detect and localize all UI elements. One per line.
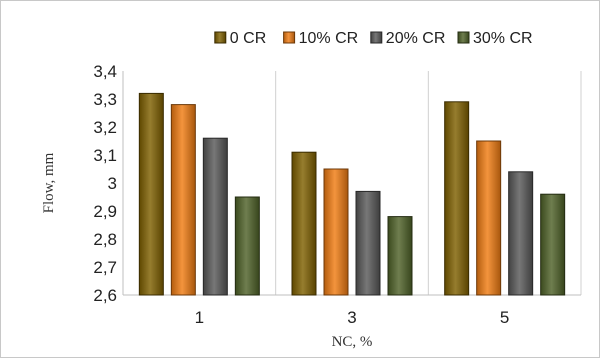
legend-swatch (214, 31, 227, 44)
y-tick-label: 2,9 (93, 202, 117, 221)
legend-swatch (283, 31, 296, 44)
bar-0-cr-nc-3 (291, 151, 317, 296)
bar-20-cr-nc-3 (355, 190, 381, 296)
legend-swatch (457, 31, 470, 44)
y-axis-title: Flow, mm (41, 152, 57, 213)
x-axis-ticks: 1 3 5 (195, 308, 510, 327)
bar-30-cr-nc-1 (234, 196, 260, 296)
y-tick-label: 3,4 (93, 62, 117, 81)
x-tick-label: 3 (347, 308, 356, 327)
y-tick-label: 2,7 (93, 258, 117, 277)
y-tick-label: 3,1 (93, 146, 117, 165)
bar-10-cr-nc-3 (323, 168, 349, 296)
y-tick-label: 3 (108, 174, 117, 193)
y-tick-label: 2,8 (93, 230, 117, 249)
bars (138, 92, 566, 296)
bar-10-cr-nc-1 (170, 104, 196, 296)
legend: 0 CR 10% CR 20% CR 30% CR (214, 30, 533, 47)
bar-20-cr-nc-5 (508, 171, 534, 296)
legend-label: 10% CR (299, 30, 359, 47)
x-axis-title: NC, % (332, 334, 373, 350)
bar-10-cr-nc-5 (476, 140, 502, 296)
y-axis-ticks: 2,6 2,7 2,8 2,9 3 3,1 3,2 3,3 3,4 (93, 62, 117, 305)
bar-0-cr-nc-1 (138, 92, 164, 296)
y-tick-label: 3,2 (93, 118, 117, 137)
bar-30-cr-nc-5 (540, 193, 566, 296)
legend-label: 0 CR (230, 30, 266, 47)
bar-20-cr-nc-1 (202, 137, 228, 296)
legend-label: 20% CR (386, 30, 446, 47)
x-tick-label: 1 (195, 308, 204, 327)
bar-30-cr-nc-3 (387, 216, 413, 296)
y-tick-label: 2,6 (93, 286, 117, 305)
y-tick-label: 3,3 (93, 90, 117, 109)
legend-label: 30% CR (473, 30, 533, 47)
grid-lines (122, 71, 582, 296)
legend-swatch (370, 31, 383, 44)
x-tick-label: 5 (500, 308, 509, 327)
bar-0-cr-nc-5 (444, 101, 470, 296)
